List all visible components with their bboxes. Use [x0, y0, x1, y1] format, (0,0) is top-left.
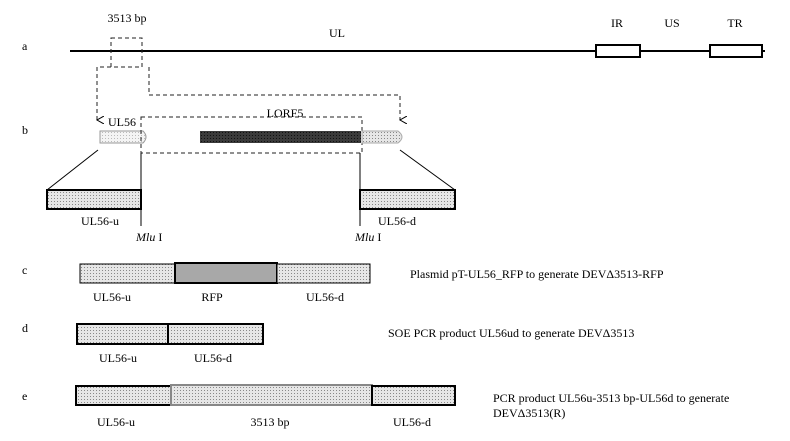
- segment: [167, 323, 264, 345]
- segment-label: RFP: [201, 290, 223, 304]
- row-b: b UL56 LORF5 UL56-u UL56-d Mlu I Mlu I: [22, 106, 456, 244]
- enzyme: Mlu: [135, 230, 155, 244]
- region-label: US: [664, 16, 679, 30]
- segment-label: UL56-d: [393, 415, 431, 429]
- downstream-gene: [361, 130, 403, 144]
- row-label: e: [22, 389, 27, 403]
- tr-box: [709, 44, 763, 58]
- segment: [276, 263, 371, 284]
- segment: [76, 323, 169, 345]
- arm-label: UL56-u: [81, 214, 119, 228]
- ul56-gene: [99, 130, 147, 144]
- lorf5-gene: [200, 131, 361, 143]
- row-a: a 3513 bp UL IR US TR: [22, 11, 765, 120]
- description: SOE PCR product UL56ud to generate DEVΔ3…: [388, 326, 634, 340]
- arm-box: [359, 189, 456, 210]
- ir-box: [595, 44, 641, 58]
- segment-label: UL56-u: [99, 351, 137, 365]
- arm-box: [46, 189, 142, 210]
- segment-label: UL56-d: [194, 351, 232, 365]
- gene-label: UL56: [108, 115, 136, 129]
- region-label: TR: [727, 16, 742, 30]
- segment: [170, 384, 373, 406]
- row-label: d: [22, 321, 28, 335]
- segment: [79, 263, 176, 284]
- segment-label: UL56-d: [306, 290, 344, 304]
- description: Plasmid pT-UL56_RFP to generate DEVΔ3513…: [410, 267, 664, 281]
- row-e: e UL56-u 3513 bp UL56-d PCR product UL56…: [22, 384, 729, 429]
- arm-label: UL56-d: [378, 214, 416, 228]
- segment: [371, 385, 456, 406]
- arrow: [97, 66, 111, 120]
- deletion-size: 3513 bp: [108, 11, 147, 25]
- enzyme-suffix: I: [377, 230, 381, 244]
- site-label: Mlu I: [135, 230, 162, 244]
- arrow: [148, 67, 400, 120]
- enzyme-suffix: I: [158, 230, 162, 244]
- region-label: UL: [329, 26, 345, 40]
- row-d: d UL56-u UL56-d SOE PCR product UL56ud t…: [22, 321, 634, 365]
- site-label: Mlu I: [354, 230, 381, 244]
- description: DEVΔ3513(R): [493, 406, 565, 420]
- row-label: b: [22, 123, 28, 137]
- connector: [399, 149, 456, 191]
- segment-label: 3513 bp: [251, 415, 290, 429]
- deletion-box: [110, 37, 143, 68]
- gene-label: LORF5: [267, 106, 304, 120]
- segment: [75, 385, 172, 406]
- row-c: c UL56-u RFP UL56-d Plasmid pT-UL56_RFP …: [22, 262, 664, 304]
- segment-label: UL56-u: [93, 290, 131, 304]
- segment-label: UL56-u: [97, 415, 135, 429]
- row-label: a: [22, 39, 28, 53]
- connector: [46, 149, 99, 191]
- description: PCR product UL56u-3513 bp-UL56d to gener…: [493, 391, 729, 405]
- enzyme: Mlu: [354, 230, 374, 244]
- segment: [174, 262, 278, 284]
- region-label: IR: [611, 16, 623, 30]
- row-label: c: [22, 263, 27, 277]
